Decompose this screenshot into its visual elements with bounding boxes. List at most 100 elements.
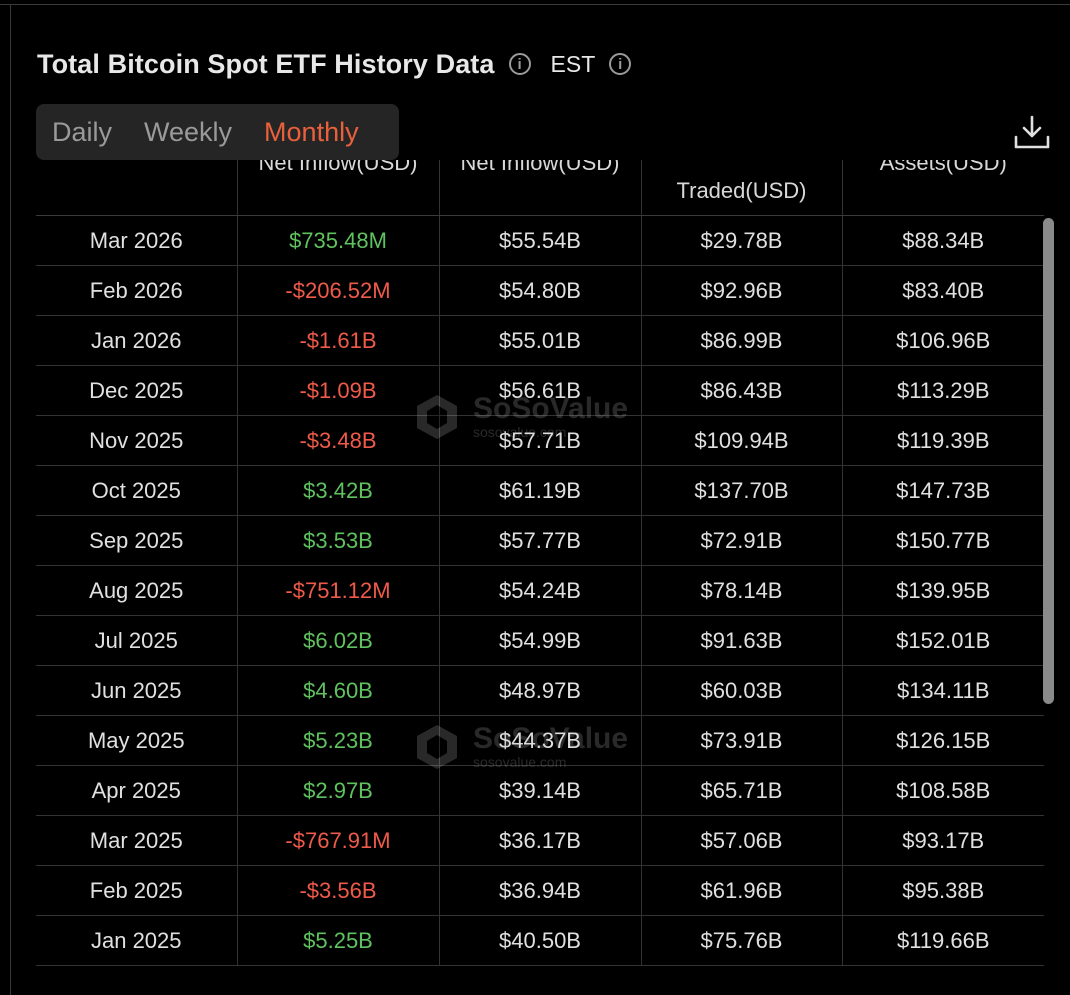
cell-date: Sep 2025: [36, 515, 238, 566]
cell-traded: $78.14B: [641, 565, 843, 616]
cell-date: Apr 2025: [36, 765, 238, 816]
cell-assets: $134.11B: [842, 665, 1044, 716]
cell-cumulative-inflow: $36.17B: [439, 815, 642, 866]
cell-cumulative-inflow: $57.77B: [439, 515, 642, 566]
cell-traded: $65.71B: [641, 765, 843, 816]
period-tabs: Daily Weekly Monthly: [36, 104, 399, 160]
cell-cumulative-inflow: $55.01B: [439, 315, 642, 366]
cell-traded: $91.63B: [641, 615, 843, 666]
cell-assets: $147.73B: [842, 465, 1044, 516]
cell-assets: $152.01B: [842, 615, 1044, 666]
table-row[interactable]: Feb 2026 -$206.52M $54.80B $92.96B $83.40B: [36, 265, 1044, 316]
table-row[interactable]: Sep 2025 $3.53B $57.77B $72.91B $150.77B: [36, 515, 1044, 566]
cell-cumulative-inflow: $36.94B: [439, 865, 642, 916]
table-row[interactable]: Mar 2025 -$767.91M $36.17B $57.06B $93.17B: [36, 815, 1044, 866]
table-row[interactable]: Jun 2025 $4.60B $48.97B $60.03B $134.11B: [36, 665, 1044, 716]
cell-net-inflow: $4.60B: [237, 665, 440, 716]
table-row[interactable]: Jul 2025 $6.02B $54.99B $91.63B $152.01B: [36, 615, 1044, 666]
info-icon[interactable]: i: [508, 53, 531, 75]
cell-date: Jan 2025: [36, 915, 238, 966]
cell-date: Feb 2026: [36, 265, 238, 316]
cell-traded: $92.96B: [641, 265, 843, 316]
cell-cumulative-inflow: $61.19B: [439, 465, 642, 516]
cell-traded: $72.91B: [641, 515, 843, 566]
table-row[interactable]: Aug 2025 -$751.12M $54.24B $78.14B $139.95B: [36, 565, 1044, 616]
cell-net-inflow: -$767.91M: [237, 815, 440, 866]
cell-date: Mar 2025: [36, 815, 238, 866]
cell-net-inflow: $2.97B: [237, 765, 440, 816]
timezone-info-icon[interactable]: i: [609, 53, 632, 75]
table-row[interactable]: Apr 2025 $2.97B $39.14B $65.71B $108.58B: [36, 765, 1044, 816]
cell-net-inflow: $735.48M: [237, 215, 440, 266]
col-header-assets[interactable]: Assets(USD): [842, 160, 1044, 216]
history-table-container: Net Inflow(USD) Net Inflow(USD) Traded(U…: [36, 160, 1044, 980]
cell-cumulative-inflow: $44.37B: [439, 715, 642, 766]
cell-traded: $75.76B: [641, 915, 843, 966]
table-header-row: Net Inflow(USD) Net Inflow(USD) Traded(U…: [36, 160, 1044, 216]
cell-assets: $126.15B: [842, 715, 1044, 766]
table-scrollbar[interactable]: [1043, 218, 1054, 704]
table-row[interactable]: May 2025 $5.23B $44.37B $73.91B $126.15B: [36, 715, 1044, 766]
cell-traded: $73.91B: [641, 715, 843, 766]
cell-date: Jan 2026: [36, 315, 238, 366]
cell-traded: $29.78B: [641, 215, 843, 266]
panel-header: Total Bitcoin Spot ETF History Data i ES…: [37, 44, 632, 84]
cell-assets: $150.77B: [842, 515, 1044, 566]
cell-net-inflow: -$3.48B: [237, 415, 440, 466]
cell-assets: $108.58B: [842, 765, 1044, 816]
cell-date: May 2025: [36, 715, 238, 766]
cell-assets: $139.95B: [842, 565, 1044, 616]
col-header-date[interactable]: [36, 160, 238, 216]
timezone-label: EST: [550, 50, 596, 77]
tab-weekly[interactable]: Weekly: [144, 116, 233, 147]
cell-assets: $113.29B: [842, 365, 1044, 416]
cell-traded: $109.94B: [641, 415, 843, 466]
table-row[interactable]: Dec 2025 -$1.09B $56.61B $86.43B $113.29B: [36, 365, 1044, 416]
cell-net-inflow: $3.53B: [237, 515, 440, 566]
table-row[interactable]: Oct 2025 $3.42B $61.19B $137.70B $147.73B: [36, 465, 1044, 516]
col-header-traded[interactable]: Traded(USD): [641, 160, 843, 216]
cell-date: Aug 2025: [36, 565, 238, 616]
cell-assets: $119.39B: [842, 415, 1044, 466]
cell-date: Feb 2025: [36, 865, 238, 916]
download-icon[interactable]: [1013, 113, 1051, 151]
cell-date: Dec 2025: [36, 365, 238, 416]
cell-net-inflow: $5.25B: [237, 915, 440, 966]
tab-daily[interactable]: Daily: [52, 116, 113, 147]
cell-date: Oct 2025: [36, 465, 238, 516]
cell-traded: $86.43B: [641, 365, 843, 416]
cell-net-inflow: -$1.61B: [237, 315, 440, 366]
col-header-cumulative-inflow[interactable]: Net Inflow(USD): [439, 160, 642, 216]
cell-net-inflow: -$1.09B: [237, 365, 440, 416]
cell-date: Jun 2025: [36, 665, 238, 716]
table-row[interactable]: Feb 2025 -$3.56B $36.94B $61.96B $95.38B: [36, 865, 1044, 916]
history-table: Net Inflow(USD) Net Inflow(USD) Traded(U…: [36, 160, 1044, 966]
cell-cumulative-inflow: $54.99B: [439, 615, 642, 666]
tab-monthly[interactable]: Monthly: [264, 116, 359, 147]
table-row[interactable]: Nov 2025 -$3.48B $57.71B $109.94B $119.39B: [36, 415, 1044, 466]
cell-assets: $119.66B: [842, 915, 1044, 966]
table-row[interactable]: Jan 2026 -$1.61B $55.01B $86.99B $106.96B: [36, 315, 1044, 366]
cell-assets: $106.96B: [842, 315, 1044, 366]
cell-traded: $86.99B: [641, 315, 843, 366]
cell-traded: $61.96B: [641, 865, 843, 916]
cell-date: Jul 2025: [36, 615, 238, 666]
cell-cumulative-inflow: $40.50B: [439, 915, 642, 966]
cell-net-inflow: $5.23B: [237, 715, 440, 766]
table-row[interactable]: Jan 2025 $5.25B $40.50B $75.76B $119.66B: [36, 915, 1044, 966]
col-header-net-inflow[interactable]: Net Inflow(USD): [237, 160, 440, 216]
cell-net-inflow: $3.42B: [237, 465, 440, 516]
panel-title: Total Bitcoin Spot ETF History Data: [37, 48, 495, 79]
cell-assets: $93.17B: [842, 815, 1044, 866]
table-row[interactable]: Mar 2026 $735.48M $55.54B $29.78B $88.34B: [36, 215, 1044, 266]
cell-net-inflow: -$206.52M: [237, 265, 440, 316]
cell-traded: $60.03B: [641, 665, 843, 716]
cell-cumulative-inflow: $57.71B: [439, 415, 642, 466]
cell-cumulative-inflow: $39.14B: [439, 765, 642, 816]
cell-date: Nov 2025: [36, 415, 238, 466]
cell-cumulative-inflow: $54.80B: [439, 265, 642, 316]
cell-cumulative-inflow: $48.97B: [439, 665, 642, 716]
cell-net-inflow: -$751.12M: [237, 565, 440, 616]
cell-cumulative-inflow: $55.54B: [439, 215, 642, 266]
cell-cumulative-inflow: $54.24B: [439, 565, 642, 616]
